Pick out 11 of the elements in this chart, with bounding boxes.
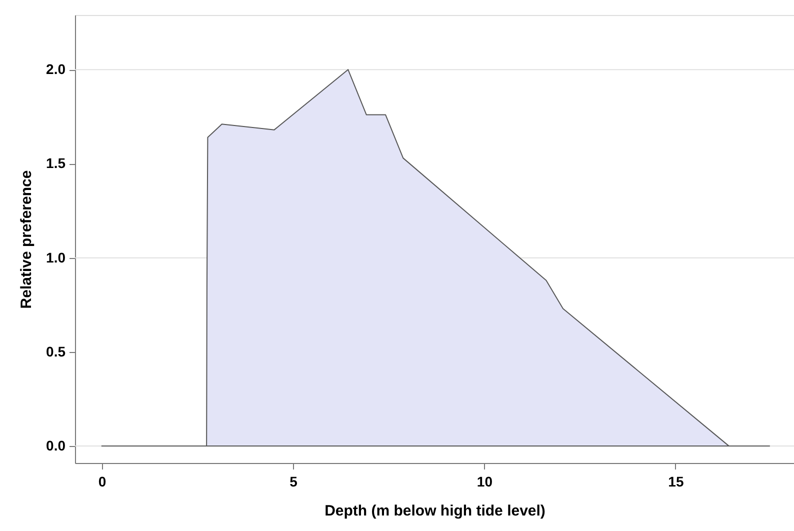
y-tick-label: 1.0 bbox=[46, 249, 66, 266]
y-axis-title: Relative preference bbox=[18, 170, 36, 309]
y-tick-label: 1.5 bbox=[46, 155, 66, 172]
x-tick-label: 15 bbox=[668, 474, 684, 490]
x-tick-label: 5 bbox=[290, 474, 298, 490]
y-tick-label: 0.0 bbox=[46, 438, 66, 454]
x-axis-title: Depth (m below high tide level) bbox=[324, 502, 546, 520]
y-tick-label: 2.0 bbox=[46, 61, 66, 78]
y-tick-label: 0.5 bbox=[46, 343, 66, 360]
x-tick-label: 0 bbox=[98, 474, 106, 490]
x-tick-label: 10 bbox=[476, 474, 493, 490]
